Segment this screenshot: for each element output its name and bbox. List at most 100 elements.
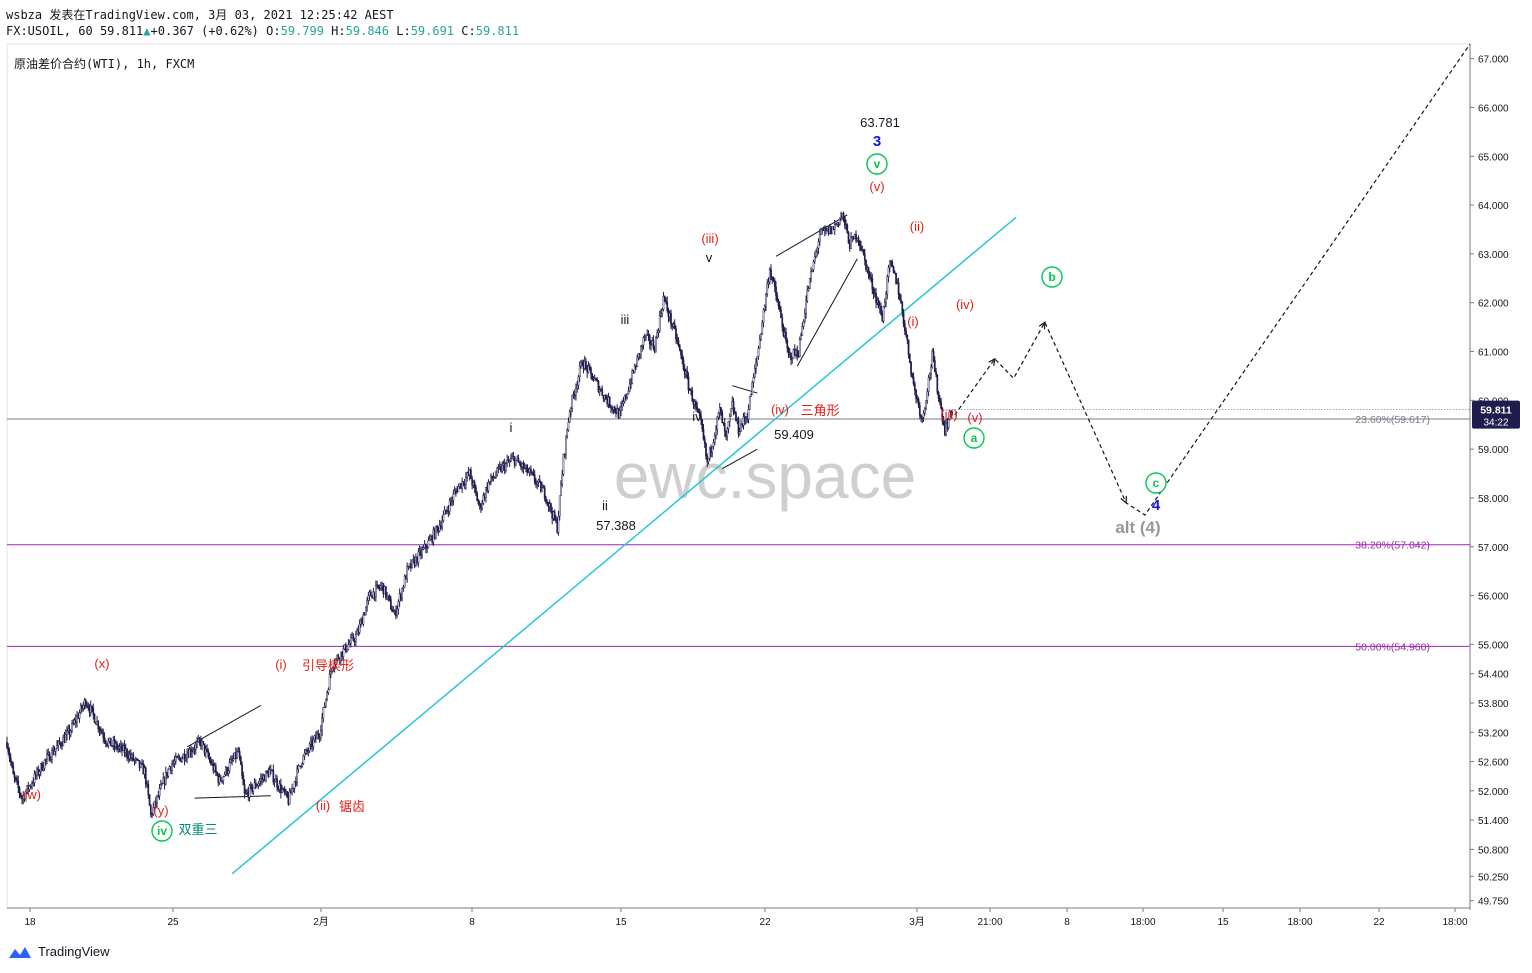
candle (782, 323, 785, 338)
candle (28, 784, 31, 793)
candle-body (198, 738, 201, 741)
candle-body (488, 480, 491, 483)
candle-body (740, 423, 742, 432)
wave-label: 59.409 (774, 427, 814, 442)
candle-body (475, 487, 477, 494)
candle-body (882, 306, 885, 322)
candle (771, 276, 774, 284)
y-tick-label: 52.600 (1478, 758, 1509, 769)
candle-body (518, 462, 521, 465)
candle-body (345, 644, 347, 652)
candle-body (370, 591, 372, 597)
candle-body (627, 390, 630, 395)
candle (543, 485, 546, 502)
candle (702, 424, 705, 441)
candle (538, 474, 541, 483)
candle (526, 463, 529, 476)
candle (243, 779, 246, 799)
candle (71, 719, 73, 733)
candle-body (221, 780, 223, 782)
candle-body (173, 761, 176, 764)
candle-body (835, 223, 837, 226)
candle-body (219, 776, 222, 782)
candle-body (33, 773, 36, 783)
candle (940, 397, 942, 410)
candle (238, 747, 241, 761)
candle-body (350, 637, 352, 644)
wave-label: alt (4) (1115, 518, 1160, 537)
candle-body (868, 274, 871, 278)
candle-body (676, 338, 679, 341)
candle-body (491, 475, 494, 480)
wave-circle-label: a (971, 431, 978, 445)
candle-body (526, 464, 529, 473)
candle (436, 524, 438, 534)
candle-body (462, 481, 465, 485)
candle-body (708, 447, 711, 459)
candle (727, 421, 730, 434)
candle (833, 219, 836, 236)
candle (540, 480, 542, 494)
candle-body (281, 789, 283, 793)
candle (756, 356, 759, 367)
candle-body (763, 305, 766, 310)
candle (407, 565, 410, 571)
tradingview-logo-icon (9, 946, 31, 958)
candle-body (947, 419, 950, 429)
candle (397, 599, 400, 615)
x-tick-label: 8 (469, 917, 475, 928)
candle-body (216, 771, 218, 776)
candle (482, 492, 485, 506)
candle (69, 729, 72, 738)
candle-body (308, 743, 311, 752)
candle (43, 759, 46, 771)
candle (471, 475, 474, 490)
candle-body (32, 782, 35, 784)
candle (352, 633, 355, 642)
candle (417, 547, 420, 568)
candle (183, 749, 186, 766)
candle-body (49, 759, 52, 762)
wave-circle: iv (151, 820, 173, 842)
candle (380, 582, 382, 592)
candle-body (935, 371, 937, 375)
wave-circle-ring (963, 427, 985, 449)
candle (643, 333, 646, 342)
candle (575, 383, 577, 401)
wave-label: (v) (869, 179, 884, 194)
candle (331, 667, 333, 674)
candle (775, 281, 777, 301)
candle-body (610, 406, 612, 409)
pattern-line (722, 448, 758, 470)
candle (42, 762, 45, 772)
candle (457, 483, 460, 493)
candle-body (808, 278, 811, 289)
candle (9, 753, 12, 766)
candle (707, 457, 710, 465)
candle-body (322, 707, 325, 719)
candle-body (532, 472, 535, 475)
candle-body (618, 410, 621, 418)
candle-body (279, 783, 282, 793)
candle (842, 211, 845, 223)
tradingview-brand[interactable]: TradingView (8, 944, 110, 959)
candle-body (541, 487, 544, 492)
candle (192, 747, 195, 754)
candle-body (366, 600, 368, 608)
candle (323, 702, 326, 708)
candle (763, 304, 766, 313)
candle (713, 432, 716, 446)
candle-body (59, 743, 62, 746)
candle (156, 795, 158, 809)
candle-body (847, 232, 850, 244)
candle (875, 288, 877, 309)
candle-body (266, 771, 268, 773)
candle (241, 761, 243, 780)
candle (802, 319, 805, 330)
candle (435, 525, 437, 540)
wave-circle-label: iv (157, 824, 167, 838)
candle-body (917, 399, 920, 406)
candle (272, 764, 275, 785)
candle (118, 743, 121, 753)
